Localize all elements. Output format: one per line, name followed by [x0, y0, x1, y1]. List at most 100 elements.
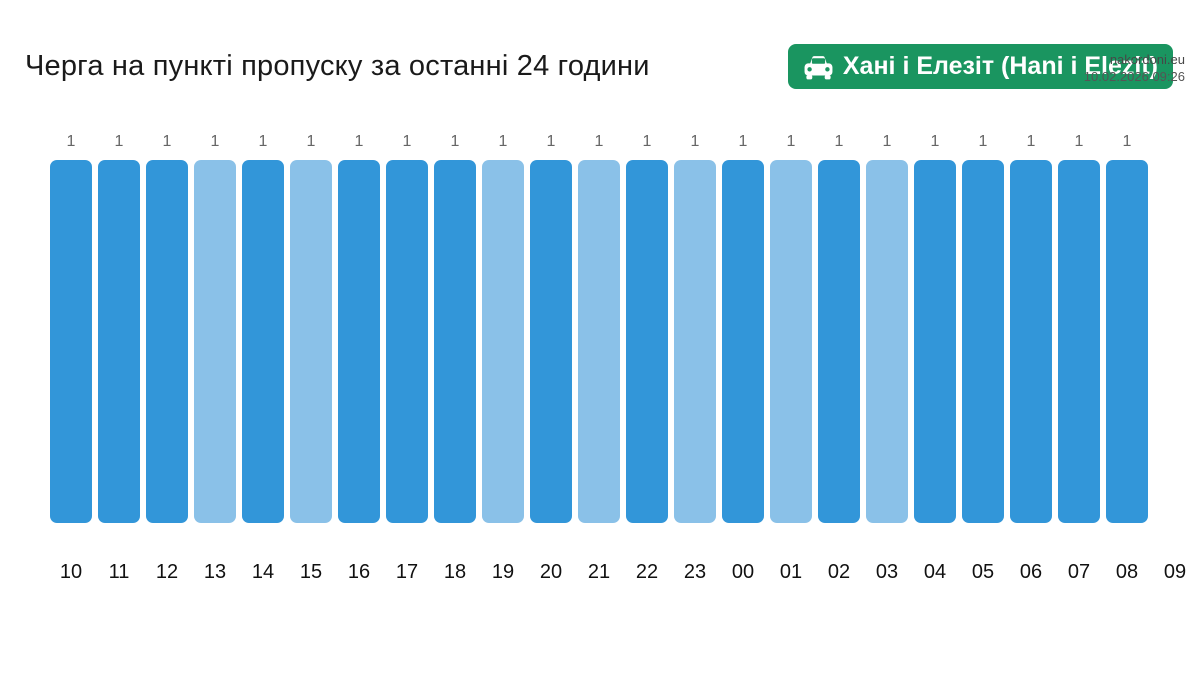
bar-value-label: 1 — [450, 133, 460, 150]
bar-hour-19 — [482, 160, 524, 523]
bar-hour-12 — [146, 160, 188, 523]
x-axis-label: 11 — [108, 561, 130, 583]
bar-value-label: 1 — [978, 133, 988, 150]
bar-group: 1 18 — [431, 133, 479, 584]
bar-value-label: 1 — [162, 133, 172, 150]
bar-hour-22 — [626, 160, 668, 523]
bar-value-label: 1 — [738, 133, 748, 150]
bar-group: 1 13 — [191, 133, 239, 584]
x-axis-label: 22 — [635, 561, 659, 583]
car-icon — [803, 54, 834, 80]
bar-group: 1 10 — [47, 133, 95, 584]
x-axis-label: 19 — [491, 561, 515, 583]
bar-group: 1 11 — [95, 133, 143, 584]
bar-value-label: 1 — [498, 133, 508, 150]
site-domain: nakordoni.eu — [1109, 52, 1185, 67]
bar-hour-18 — [434, 160, 476, 523]
bar-group: 1 15 — [287, 133, 335, 584]
bar-group: 1 12 — [143, 133, 191, 584]
x-axis-label: 10 — [59, 561, 83, 583]
site-header: nakordoni.eu 10.02.2026 09:26 — [1084, 51, 1185, 85]
bar-value-label: 1 — [306, 133, 316, 150]
x-axis-label: 17 — [395, 561, 419, 583]
bar-hour-03 — [866, 160, 908, 523]
bar-hour-20 — [530, 160, 572, 523]
x-axis-label: 23 — [683, 561, 707, 583]
x-axis-label: 12 — [155, 561, 179, 583]
bar-value-label: 1 — [930, 133, 940, 150]
bar-hour-04 — [914, 160, 956, 523]
bar-group: 1 17 — [383, 133, 431, 584]
x-axis-label: 13 — [203, 561, 227, 583]
bar-group: 09 — [1151, 133, 1199, 584]
x-axis-label: 02 — [827, 561, 851, 583]
x-axis-label: 21 — [587, 561, 611, 583]
bar-hour-14 — [242, 160, 284, 523]
bar-group: 1 03 — [863, 133, 911, 584]
bar-value-label: 1 — [1122, 133, 1132, 150]
bar-value-label: 1 — [354, 133, 364, 150]
bar-chart: 1 10 1 11 1 12 1 13 1 14 1 15 1 16 1 17 1 18 1 19 1 20 1 21 1 22 1… — [47, 133, 1199, 584]
bar-group: 1 22 — [623, 133, 671, 584]
x-axis-label: 01 — [779, 561, 803, 583]
bar-hour-06 — [1010, 160, 1052, 523]
x-axis-label: 18 — [443, 561, 467, 583]
x-axis-label: 06 — [1019, 561, 1043, 583]
site-datetime: 10.02.2026 09:26 — [1083, 69, 1185, 84]
bar-group: 1 06 — [1007, 133, 1055, 584]
bar-value-label: 1 — [786, 133, 796, 150]
bar-value-label: 1 — [642, 133, 652, 150]
bar-value-label: 1 — [210, 133, 220, 150]
bar-value-label: 1 — [66, 133, 76, 150]
bar-hour-00 — [722, 160, 764, 523]
bar-value-label: 1 — [834, 133, 844, 150]
bar-group: 1 07 — [1055, 133, 1103, 584]
bar-value-label: 1 — [114, 133, 124, 150]
bar-value-label: 1 — [1074, 133, 1084, 150]
bar-hour-15 — [290, 160, 332, 523]
bar-hour-11 — [98, 160, 140, 523]
header-row: Черга на пункті пропуску за останні 24 г… — [25, 44, 1173, 89]
x-axis-label: 16 — [347, 561, 371, 583]
bar-hour-21 — [578, 160, 620, 523]
bar-hour-13 — [194, 160, 236, 523]
bar-group: 1 20 — [527, 133, 575, 584]
x-axis-label: 15 — [299, 561, 323, 583]
bar-value-label: 1 — [1026, 133, 1036, 150]
x-axis-label: 04 — [923, 561, 947, 583]
bar-hour-10 — [50, 160, 92, 523]
bar-group: 1 16 — [335, 133, 383, 584]
checkpoint-badge[interactable]: Хані і Елезіт (Hani i Elezit) — [787, 44, 1173, 89]
bar-group: 1 00 — [719, 133, 767, 584]
bar-group: 1 21 — [575, 133, 623, 584]
bar-group: 1 02 — [815, 133, 863, 584]
bar-group: 1 01 — [767, 133, 815, 584]
bar-hour-07 — [1058, 160, 1100, 523]
x-axis-label: 09 — [1163, 561, 1187, 583]
bar-hour-02 — [818, 160, 860, 523]
bar-value-label: 1 — [882, 133, 892, 150]
bar-value-label: 1 — [594, 133, 604, 150]
bar-group: 1 04 — [911, 133, 959, 584]
bar-group: 1 05 — [959, 133, 1007, 584]
x-axis-label: 08 — [1115, 561, 1139, 583]
bar-hour-23 — [674, 160, 716, 523]
bar-hour-17 — [386, 160, 428, 523]
x-axis-label: 07 — [1067, 561, 1091, 583]
x-axis-label: 00 — [731, 561, 755, 583]
bar-group: 1 23 — [671, 133, 719, 584]
bar-hour-01 — [770, 160, 812, 523]
x-axis-label: 14 — [251, 561, 275, 583]
bar-value-label: 1 — [546, 133, 556, 150]
x-axis-label: 03 — [875, 561, 899, 583]
bar-hour-05 — [962, 160, 1004, 523]
bar-hour-16 — [338, 160, 380, 523]
bar-group: 1 19 — [479, 133, 527, 584]
x-axis-label: 05 — [971, 561, 995, 583]
x-axis-label: 20 — [539, 561, 563, 583]
bar-group: 1 14 — [239, 133, 287, 584]
bar-value-label: 1 — [690, 133, 700, 150]
checkpoint-badge-label: Хані і Елезіт (Hani i Elezit) — [842, 52, 1158, 80]
bar-group: 1 08 — [1103, 133, 1151, 584]
page-title: Черга на пункті пропуску за останні 24 г… — [25, 50, 650, 82]
